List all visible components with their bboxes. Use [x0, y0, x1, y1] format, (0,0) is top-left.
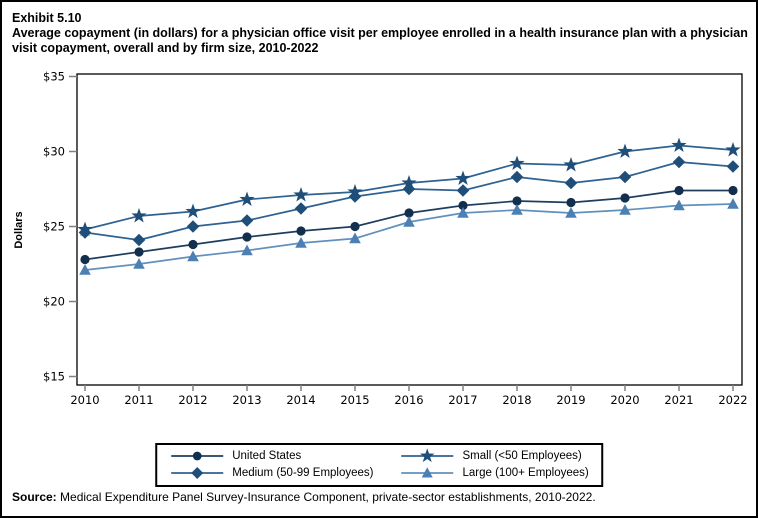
data-point — [192, 451, 202, 461]
data-point — [565, 207, 577, 218]
data-point — [296, 226, 306, 236]
x-tick-label: 2018 — [502, 393, 531, 407]
data-point — [349, 232, 361, 244]
data-point — [242, 232, 252, 242]
data-point — [456, 184, 470, 197]
x-tick-label: 2015 — [340, 393, 369, 407]
x-tick-label: 2016 — [394, 393, 423, 407]
legend-label: United States — [232, 450, 302, 462]
legend-label: Small (<50 Employees) — [462, 450, 582, 462]
data-point — [191, 467, 204, 479]
y-tick-label: $30 — [43, 145, 65, 159]
data-point — [350, 221, 360, 232]
data-point — [728, 185, 738, 196]
data-point — [295, 237, 307, 248]
data-point — [79, 264, 91, 275]
data-point — [458, 200, 468, 211]
x-tick-label: 2010 — [70, 393, 99, 407]
y-tick-label: $25 — [43, 220, 65, 234]
x-tick-label: 2021 — [664, 393, 693, 407]
legend-label: Medium (50-99 Employees) — [232, 467, 374, 479]
x-tick-label: 2011 — [124, 393, 153, 407]
x-tick-label: 2017 — [448, 393, 477, 407]
triangle-legend-marker-icon — [401, 467, 454, 478]
data-point — [187, 250, 199, 262]
legend-item: Medium (50-99 Employees) — [169, 465, 374, 481]
series-points-2 — [78, 155, 740, 247]
exhibit-label: Exhibit 5.10 — [12, 11, 82, 25]
data-point — [134, 247, 144, 257]
data-point — [455, 170, 471, 185]
source-note: Source: Medical Expenditure Panel Survey… — [12, 490, 596, 504]
data-point — [348, 190, 362, 203]
data-point — [239, 191, 255, 206]
data-point — [80, 254, 90, 265]
data-point — [673, 199, 685, 211]
legend: United States Small (<50 Employees) Medium… — [155, 443, 603, 487]
chart-title: Average copayment (in dollars) for a phy… — [12, 26, 748, 56]
data-point — [511, 204, 523, 215]
data-point — [457, 207, 469, 218]
data-point — [618, 170, 632, 184]
data-point — [564, 176, 578, 190]
data-point — [241, 244, 253, 256]
data-point — [421, 467, 434, 478]
legend-item: Small (<50 Employees) — [400, 448, 589, 464]
data-point — [133, 258, 145, 269]
data-point — [671, 137, 687, 152]
legend-item: United States — [169, 448, 373, 464]
x-tick-label: 2019 — [556, 393, 585, 407]
x-tick-label: 2014 — [286, 393, 315, 407]
plot-frame — [76, 73, 743, 386]
data-point — [294, 202, 308, 215]
legend-item: Large (100+ Employees) — [400, 465, 589, 481]
x-tick-label: 2022 — [718, 393, 747, 407]
circle-legend-marker-icon — [171, 451, 224, 461]
series-points-0 — [80, 185, 738, 265]
data-point — [620, 193, 630, 203]
y-tick-label: $20 — [43, 295, 65, 309]
y-tick-label: $35 — [43, 70, 65, 84]
data-point — [420, 448, 435, 463]
data-point — [619, 204, 631, 215]
star-legend-marker-icon — [401, 448, 454, 463]
data-point — [293, 187, 309, 202]
data-point — [131, 208, 147, 223]
data-point — [566, 197, 576, 208]
source-label: Source: — [12, 490, 57, 504]
data-point — [512, 196, 522, 206]
data-point — [401, 175, 417, 190]
data-point — [186, 220, 200, 233]
header: Exhibit 5.10 Average copayment (in dolla… — [12, 11, 753, 57]
data-point — [188, 239, 198, 250]
source-text: Medical Expenditure Panel Survey-Insuran… — [60, 490, 596, 504]
data-point — [78, 226, 92, 239]
data-point — [132, 233, 146, 247]
data-point — [403, 216, 415, 227]
x-tick-label: 2020 — [610, 393, 639, 407]
series-line-2 — [84, 161, 734, 241]
data-point — [617, 143, 633, 158]
x-tick-label: 2012 — [178, 393, 207, 407]
data-point — [563, 157, 579, 172]
data-point — [402, 182, 416, 196]
legend-label: Large (100+ Employees) — [462, 467, 589, 479]
data-point — [404, 208, 414, 218]
y-axis-title: Dollars — [13, 211, 25, 248]
data-point — [726, 160, 740, 173]
data-point — [727, 198, 739, 209]
diamond-legend-marker-icon — [171, 467, 224, 479]
series-points-3 — [79, 198, 739, 275]
y-tick-label: $15 — [43, 370, 65, 384]
data-point — [672, 155, 686, 169]
data-point — [240, 214, 254, 227]
x-tick-label: 2013 — [232, 393, 261, 407]
data-point — [185, 203, 201, 218]
line-chart: $15 $20 $25 $30 $35 2010 2011 2012 2013 2014 2015 2… — [13, 70, 748, 408]
data-point — [509, 155, 525, 170]
data-point — [725, 142, 741, 157]
data-point — [510, 170, 524, 184]
data-point — [674, 185, 684, 196]
